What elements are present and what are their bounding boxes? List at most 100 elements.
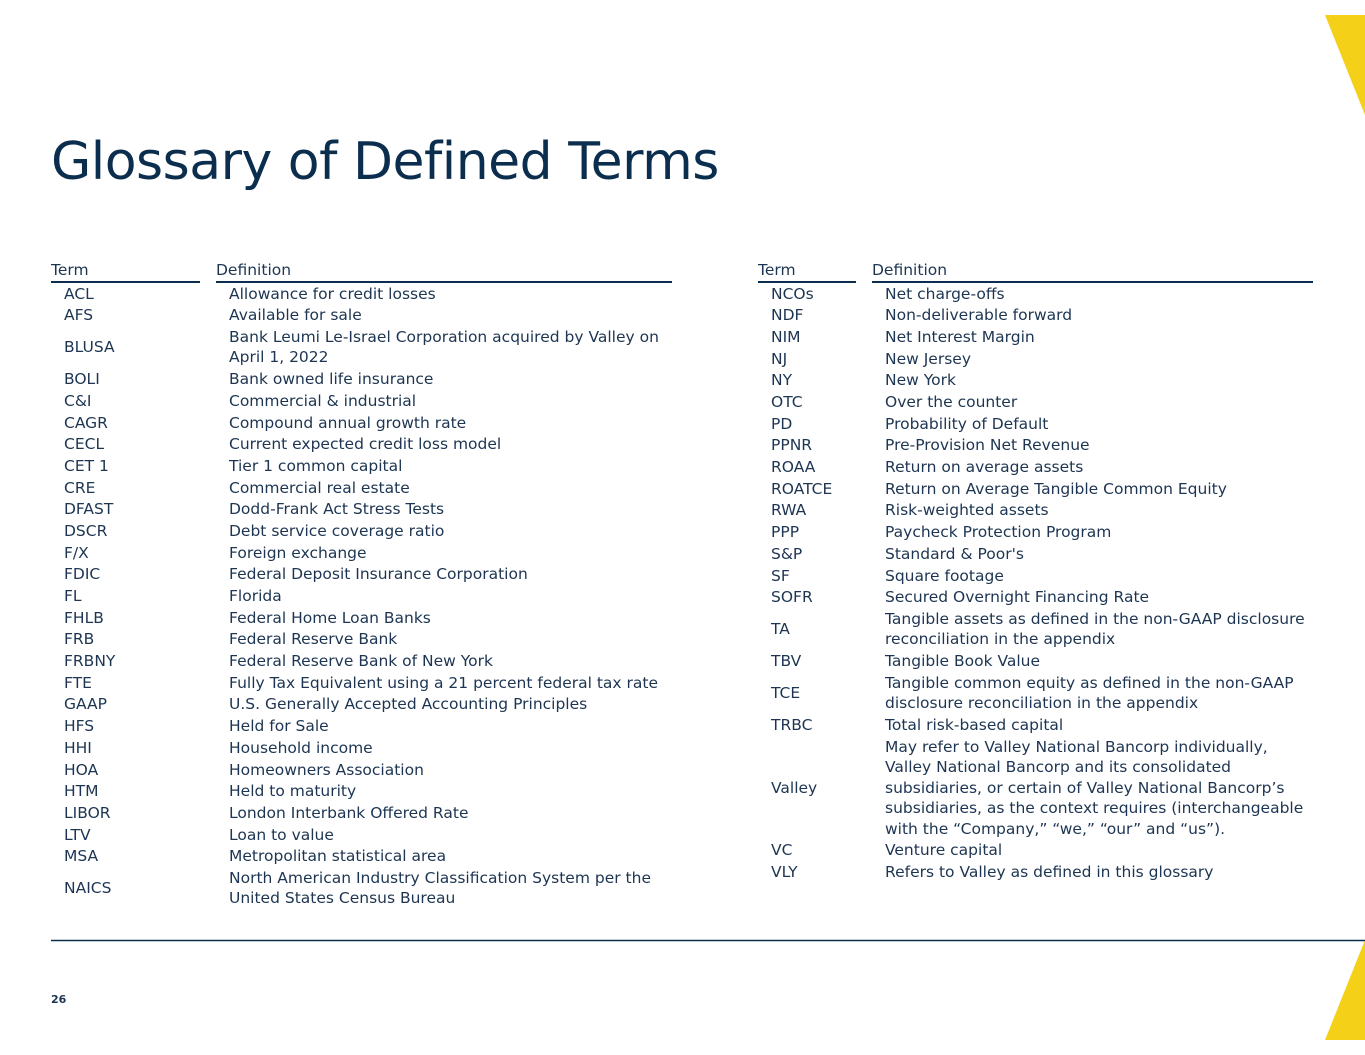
row: DSCR Debt service coverage ratio — [51, 520, 672, 542]
accent — [1325, 940, 1365, 1040]
column-header: Definition — [872, 260, 1313, 283]
term: FTE — [64, 673, 92, 692]
row: VC Venture capital — [758, 840, 1313, 862]
page-number: 26 — [51, 993, 67, 1006]
term: MSA — [64, 847, 99, 866]
term: PD — [771, 414, 793, 433]
definition: Over the counter — [885, 393, 1018, 412]
term: TCE — [771, 684, 801, 703]
row: VLY Refers to Valley as defined in this g… — [758, 861, 1313, 883]
row: HTM Held to maturity — [51, 781, 672, 803]
definition: Held to maturity — [229, 782, 357, 801]
term: CECL — [64, 435, 105, 454]
spacer — [200, 499, 216, 521]
definition: Secured Overnight Financing Rate — [885, 588, 1150, 607]
row: TCE Tangible common equity as defined in … — [758, 672, 1313, 714]
term: LIBOR — [64, 803, 111, 822]
term: HTM — [64, 782, 99, 801]
row: ACL Allowance for credit losses — [51, 283, 672, 305]
row: ROATCE Return on Average Tangible Common … — [758, 478, 1313, 500]
row: NIM Net Interest Margin — [758, 326, 1313, 348]
glossary-table: Term Definition ACL Allowance for credit lo… — [51, 260, 672, 910]
spacer — [200, 283, 216, 305]
term: VC — [771, 841, 793, 860]
definition: London Interbank Offered Rate — [229, 803, 469, 822]
row: PD Probability of Default — [758, 413, 1313, 435]
spacer — [856, 736, 872, 840]
spacer — [856, 714, 872, 736]
term: FDIC — [64, 565, 101, 584]
term: NCOs — [771, 284, 814, 303]
definition: Loan to value — [229, 825, 334, 844]
spacer — [200, 651, 216, 673]
spacer — [200, 737, 216, 759]
spacer — [200, 412, 216, 434]
column-header: Term — [758, 260, 856, 283]
spacer — [200, 542, 216, 564]
title: Glossary of Defined Terms — [51, 132, 719, 192]
spacer — [200, 585, 216, 607]
term: CRE — [64, 478, 96, 497]
spacer — [200, 434, 216, 456]
term: DFAST — [64, 500, 114, 519]
spacer — [856, 500, 872, 522]
row: SF Square footage — [758, 565, 1313, 587]
spacer — [856, 305, 872, 327]
row: PPNR Pre-Provision Net Revenue — [758, 435, 1313, 457]
definition: Tangible Book Value — [885, 652, 1041, 671]
definition: New York — [885, 371, 956, 390]
row: FTE Fully Tax Equivalent using a 21 perce… — [51, 672, 672, 694]
row: FDIC Federal Deposit Insurance Corporatio… — [51, 564, 672, 586]
definition: Return on average assets — [885, 458, 1084, 477]
term: AFS — [64, 306, 94, 325]
spacer — [200, 802, 216, 824]
definition: Current expected credit loss model — [229, 435, 502, 454]
spacer — [856, 326, 872, 348]
row: NDF Non-deliverable forward — [758, 305, 1313, 327]
spacer — [856, 413, 872, 435]
row: OTC Over the counter — [758, 391, 1313, 413]
spacer — [200, 305, 216, 327]
definition: Tier 1 common capital — [229, 456, 403, 475]
spacer — [856, 861, 872, 883]
row: FL Florida — [51, 585, 672, 607]
spacer — [856, 840, 872, 862]
term: HHI — [64, 738, 92, 757]
spacer — [200, 716, 216, 738]
definition: Non-deliverable forward — [885, 306, 1073, 325]
header-row: Term Definition — [51, 260, 672, 283]
row: HFS Held for Sale — [51, 716, 672, 738]
definition: Net Interest Margin — [885, 327, 1035, 346]
definition: Florida — [229, 587, 282, 606]
row: FRB Federal Reserve Bank — [51, 629, 672, 651]
term: FRBNY — [64, 652, 116, 671]
spacer — [200, 846, 216, 868]
term: DSCR — [64, 521, 108, 540]
term: PPP — [771, 523, 800, 542]
row: NY New York — [758, 370, 1313, 392]
term: FHLB — [64, 608, 104, 627]
row: BOLI Bank owned life insurance — [51, 369, 672, 391]
row: CRE Commercial real estate — [51, 477, 672, 499]
row: DFAST Dodd-Frank Act Stress Tests — [51, 499, 672, 521]
term: BLUSA — [64, 338, 115, 357]
row: FHLB Federal Home Loan Banks — [51, 607, 672, 629]
definition: Federal Reserve Bank — [229, 630, 398, 649]
definition: May refer to Valley National Bancorp ind… — [885, 737, 1304, 838]
row: C&I Commercial & industrial — [51, 390, 672, 412]
spacer — [200, 607, 216, 629]
spacer — [200, 260, 216, 283]
term: LTV — [64, 825, 91, 844]
row: CET 1 Tier 1 common capital — [51, 455, 672, 477]
term: GAAP — [64, 695, 107, 714]
term: TRBC — [771, 715, 813, 734]
term: SF — [771, 566, 790, 585]
term: HOA — [64, 760, 99, 779]
term: Valley — [771, 778, 818, 797]
definition: U.S. Generally Accepted Accounting Princ… — [229, 695, 588, 714]
spacer — [200, 520, 216, 542]
definition: Homeowners Association — [229, 760, 424, 779]
term: HFS — [64, 717, 95, 736]
definition: Commercial & industrial — [229, 391, 417, 410]
